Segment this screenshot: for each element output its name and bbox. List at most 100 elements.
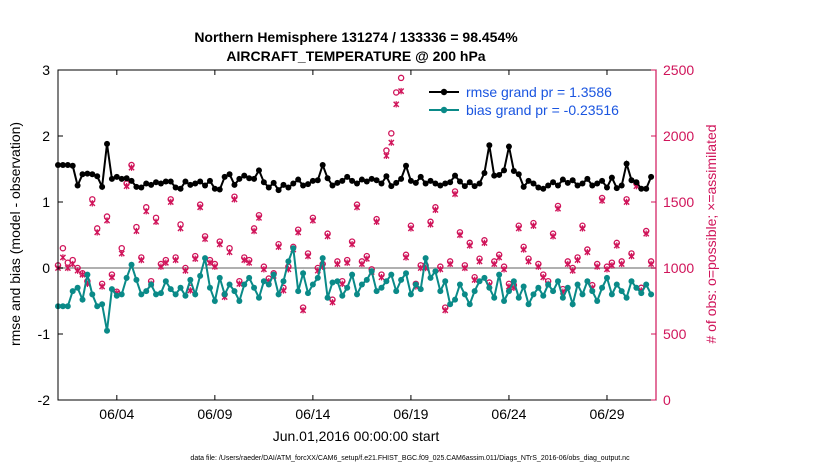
bias-point xyxy=(187,276,194,283)
rmse-point xyxy=(412,179,419,186)
obs-assimilated-marker xyxy=(569,267,576,274)
rmse-point xyxy=(265,184,272,191)
obs-assimilated-marker xyxy=(177,225,184,232)
bias-point xyxy=(496,271,503,278)
obs-assimilated-marker xyxy=(94,229,101,236)
rmse-point xyxy=(128,177,135,184)
obs-assimilated-marker xyxy=(255,214,263,222)
obs-assimilated-marker xyxy=(226,248,233,256)
rmse-point xyxy=(295,176,302,183)
bias-point xyxy=(216,274,223,281)
rmse-point xyxy=(417,173,424,180)
rmse-point xyxy=(118,175,125,182)
bias-point xyxy=(564,284,571,291)
rmse-point xyxy=(437,182,444,189)
bias-point xyxy=(339,292,346,299)
obs-assimilated-marker xyxy=(138,256,145,264)
rmse-point xyxy=(432,180,439,187)
obs-assimilated-marker xyxy=(74,267,81,274)
bias-point xyxy=(128,261,135,268)
rmse-point xyxy=(104,140,111,147)
bias-point xyxy=(594,298,601,304)
obs-assimilated-marker xyxy=(241,256,248,264)
bias-point xyxy=(94,303,101,310)
rmse-point xyxy=(358,176,365,183)
bias-point xyxy=(206,284,213,291)
bias-point xyxy=(584,278,591,285)
bias-point xyxy=(123,274,130,281)
rmse-point xyxy=(275,187,282,194)
rmse-point xyxy=(69,162,76,169)
rmse-point xyxy=(383,173,390,180)
bias-point xyxy=(334,278,341,285)
rmse-point xyxy=(339,177,346,184)
rmse-point xyxy=(202,182,209,189)
bias-point xyxy=(172,291,179,298)
rmse-point xyxy=(187,181,194,188)
bias-point xyxy=(481,274,488,281)
obs-assimilated-marker xyxy=(295,229,302,236)
rmse-point xyxy=(177,185,184,192)
rmse-point xyxy=(334,179,341,186)
obs-assimilated-marker xyxy=(260,266,267,273)
legend: rmse grand pr = 1.3586 bias grand pr = -… xyxy=(424,80,654,122)
bias-point xyxy=(231,288,238,295)
rmse-point xyxy=(407,177,414,184)
obs-assimilated-marker xyxy=(643,230,650,237)
rmse-point xyxy=(148,181,155,188)
obs-assimilated-marker xyxy=(481,239,488,247)
obs-assimilated-marker xyxy=(59,254,66,261)
rmse-point xyxy=(354,180,360,187)
obs-assimilated-marker xyxy=(594,263,601,270)
y-right-tick-label: 0 xyxy=(663,392,671,408)
obs-assimilated-marker xyxy=(383,152,390,159)
obs-assimilated-marker xyxy=(373,218,380,225)
rmse-point xyxy=(623,160,630,167)
rmse-point xyxy=(89,171,96,178)
obs-assimilated-marker xyxy=(250,227,258,235)
bias-point xyxy=(314,274,321,281)
obs-assimilated-marker xyxy=(246,259,253,266)
bias-point xyxy=(319,255,326,262)
obs-assimilated-marker xyxy=(108,274,116,281)
x-tick-label: 06/24 xyxy=(491,406,526,422)
obs-assimilated-marker xyxy=(393,101,400,108)
rmse-point xyxy=(564,179,571,186)
x-tick-label: 06/29 xyxy=(589,406,624,422)
obs-assimilated-marker xyxy=(118,250,125,257)
rmse-point xyxy=(216,186,223,193)
obs-assimilated-marker xyxy=(427,221,434,228)
rmse-point xyxy=(461,183,468,190)
rmse-point xyxy=(476,180,483,187)
bias-point xyxy=(275,291,282,298)
obs-assimilated-marker xyxy=(349,241,356,248)
bias-point xyxy=(251,284,258,291)
rmse-point xyxy=(466,179,473,186)
obs-assimilated-marker xyxy=(378,274,385,281)
rmse-point xyxy=(559,176,566,183)
bias-point xyxy=(422,255,429,262)
obs-assimilated-marker xyxy=(535,263,542,270)
x-tick-label: 06/19 xyxy=(393,406,428,422)
obs-assimilated-marker xyxy=(103,217,111,224)
obs-assimilated-marker xyxy=(447,260,454,268)
bias-point xyxy=(192,291,199,298)
rmse-point xyxy=(373,177,380,184)
rmse-point xyxy=(368,175,375,182)
rmse-point xyxy=(314,177,321,184)
obs-assimilated-marker xyxy=(79,271,86,278)
bias-point xyxy=(466,301,473,308)
rmse-point xyxy=(447,179,454,186)
rmse-point xyxy=(471,183,478,190)
bias-point xyxy=(476,278,483,285)
rmse-point xyxy=(153,179,160,186)
bias-point xyxy=(540,292,547,299)
legend-rmse-label: rmse grand pr = 1.3586 xyxy=(466,84,612,100)
bias-point xyxy=(398,276,405,283)
obs-assimilated-marker xyxy=(598,197,606,204)
rmse-point xyxy=(349,177,356,184)
rmse-point xyxy=(648,173,655,180)
bias-point xyxy=(638,290,645,297)
bias-point xyxy=(461,291,468,298)
obs-assimilated-marker xyxy=(89,200,96,207)
